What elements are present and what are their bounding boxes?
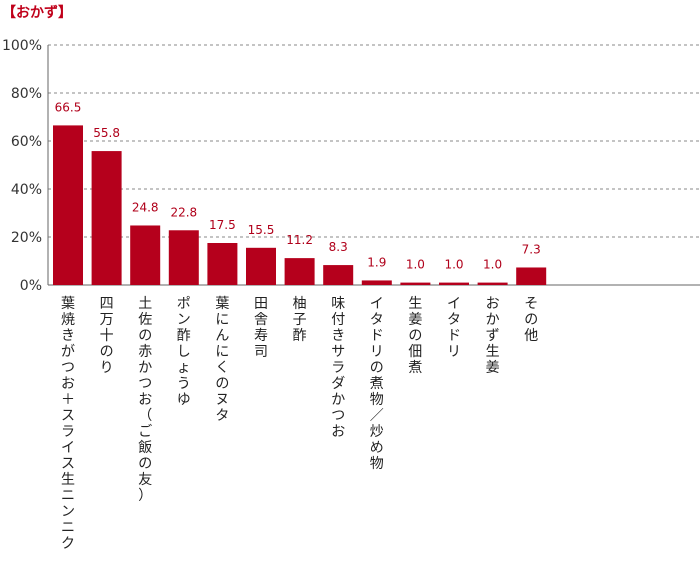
bar: [361, 280, 392, 285]
data-label: 55.8: [93, 126, 120, 140]
bar: [323, 265, 354, 285]
y-tick-label: 80%: [11, 86, 42, 102]
data-label: 24.8: [132, 200, 159, 214]
category-label: おかず生姜: [486, 296, 500, 376]
data-label: 22.8: [170, 205, 197, 219]
category-label: その他: [524, 296, 538, 344]
data-label: 8.3: [329, 240, 348, 254]
bar: [207, 243, 238, 285]
category-label: 四万十のり: [100, 296, 114, 376]
data-label: 1.9: [367, 255, 386, 269]
bar: [400, 282, 431, 285]
y-tick-label: 0%: [20, 278, 42, 294]
category-label: イタドリの煮物／炒め物: [370, 296, 384, 472]
bar: [284, 258, 315, 285]
bar: [168, 230, 199, 285]
bar: [130, 225, 161, 285]
category-label: ポン酢しょうゆ: [177, 296, 191, 408]
data-label: 1.0: [444, 258, 463, 272]
chart-title: 【おかず】: [2, 5, 72, 21]
bar: [246, 247, 276, 285]
bar: [477, 282, 508, 285]
category-label: 柚子酢: [293, 296, 307, 344]
y-tick-label: 20%: [11, 230, 42, 246]
data-label: 1.0: [483, 258, 502, 272]
bar: [439, 282, 469, 285]
bar: [91, 151, 122, 285]
bar: [53, 125, 83, 286]
category-label: 田舎寿司: [254, 296, 268, 360]
data-label: 15.5: [248, 223, 275, 237]
category-label: 生姜の佃煮: [408, 296, 422, 376]
data-label: 17.5: [209, 218, 236, 232]
category-label: 葉にんにくのヌタ: [215, 296, 229, 424]
data-label: 11.2: [286, 233, 313, 247]
category-label: 葉焼きがつお＋スライス生ニンニク: [61, 296, 75, 552]
y-tick-label: 100%: [2, 38, 42, 54]
data-label: 66.5: [55, 100, 82, 114]
y-tick-label: 40%: [11, 182, 42, 198]
bar: [516, 267, 547, 285]
category-label: 味付きサラダかつお: [331, 296, 345, 440]
category-label: イタドリ: [447, 296, 461, 360]
y-tick-label: 60%: [11, 134, 42, 150]
category-label: 土佐の赤かつお（ご飯の友）: [138, 296, 152, 504]
data-label: 1.0: [406, 258, 425, 272]
data-label: 7.3: [522, 242, 541, 256]
